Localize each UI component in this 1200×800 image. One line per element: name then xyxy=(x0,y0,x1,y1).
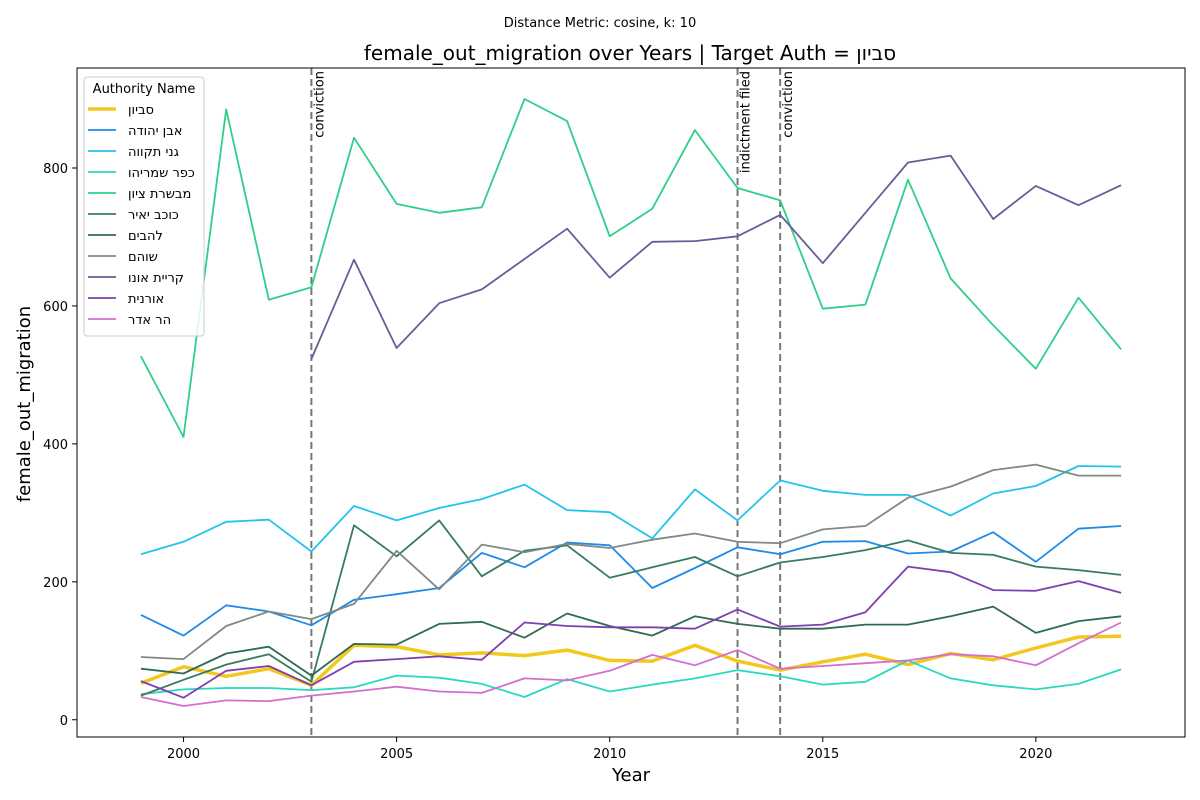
y-tick-label: 200 xyxy=(43,576,68,591)
legend-title: Authority Name xyxy=(93,82,196,97)
series-line xyxy=(140,519,1122,697)
y-tick-label: 600 xyxy=(43,300,68,315)
series-line xyxy=(140,463,1122,660)
series-line xyxy=(140,465,1122,556)
legend-box xyxy=(83,76,205,337)
series-line xyxy=(140,659,1122,698)
chart-subtitle: Distance Metric: cosine, k: 10 xyxy=(504,16,696,31)
series-line xyxy=(140,634,1122,688)
event-label: conviction xyxy=(781,71,796,138)
series-line xyxy=(310,154,1122,360)
legend-entry: גני תקווה xyxy=(128,145,179,160)
x-tick-label: 2015 xyxy=(806,747,839,762)
series-line xyxy=(140,525,1122,637)
x-tick-label: 2010 xyxy=(593,747,626,762)
legend-entry: הר אדר xyxy=(128,313,171,328)
event-label: conviction xyxy=(312,71,327,138)
legend-entry: סביון xyxy=(128,103,154,118)
y-tick-label: 800 xyxy=(43,162,68,177)
legend-entry: כוכב יאיר xyxy=(128,208,179,223)
series-line xyxy=(140,98,1122,438)
legend-entry: שוהם xyxy=(128,250,158,265)
legend-entry: אבן יהודה xyxy=(128,124,182,139)
plot-area: conviction indictment filed conviction2000… xyxy=(43,67,1186,762)
x-tick-label: 2020 xyxy=(1019,747,1052,762)
series-line xyxy=(140,565,1122,699)
x-tick-label: 2000 xyxy=(167,747,200,762)
y-axis-label: female_out_migration xyxy=(14,306,35,502)
x-tick-label: 2005 xyxy=(380,747,413,762)
y-tick-label: 400 xyxy=(43,438,68,453)
y-tick-label: 0 xyxy=(60,714,68,729)
legend-entry: קריית אונו xyxy=(128,271,184,286)
series-line xyxy=(140,605,1122,677)
legend-entry: אורנית xyxy=(128,292,164,307)
legend-entry: להבים xyxy=(128,229,163,244)
x-axis-label: Year xyxy=(611,765,651,786)
legend-entry: מבשרת ציון xyxy=(128,187,191,202)
series-line xyxy=(140,621,1122,707)
event-label: indictment filed xyxy=(739,71,754,173)
chart-title: female_out_migration over Years | Target… xyxy=(364,41,896,65)
plot-frame xyxy=(76,67,1186,738)
legend-entry: כפר שמריהו xyxy=(128,166,195,181)
